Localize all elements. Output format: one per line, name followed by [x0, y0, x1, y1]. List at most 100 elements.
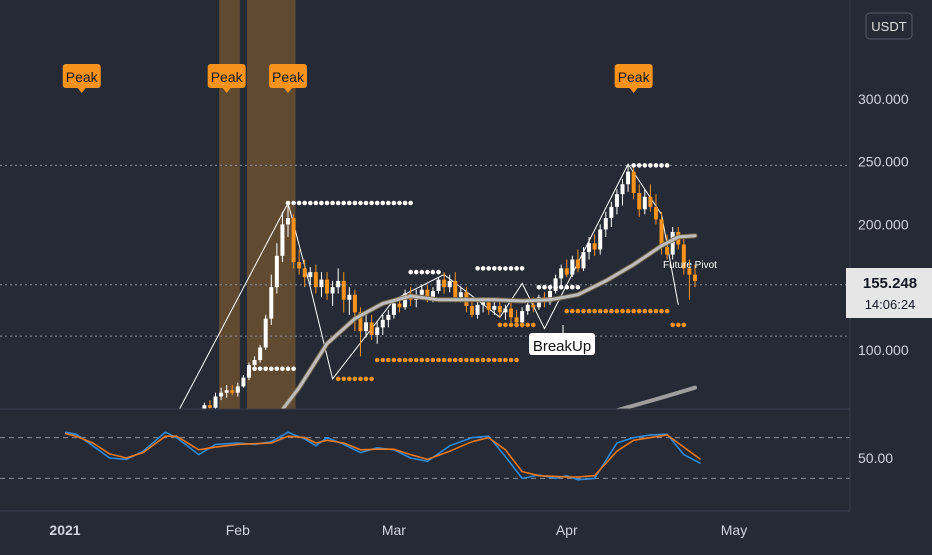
resistance-level-dot	[553, 284, 558, 290]
candle	[202, 402, 207, 409]
support-level-dot	[664, 308, 670, 314]
resistance-level-dot	[397, 200, 402, 206]
support-level-dot	[648, 308, 653, 314]
resistance-level-dot	[330, 200, 335, 206]
candle-body	[263, 318, 268, 348]
candle-body	[386, 314, 391, 320]
resistance-level-dot	[347, 200, 352, 206]
peak-label-box	[62, 64, 101, 88]
peak-label: Peak	[207, 64, 246, 93]
candle	[553, 274, 558, 294]
candle-body	[235, 386, 240, 393]
resistance-level-dot	[374, 200, 380, 206]
candle-body	[230, 390, 235, 393]
candle-body	[575, 259, 580, 269]
resistance-level-dot	[547, 284, 553, 290]
resistance-level-dot	[653, 163, 659, 168]
candle	[302, 259, 307, 288]
resistance-level-dot	[274, 366, 280, 372]
peak-label-text: Peak	[272, 69, 305, 85]
candle	[453, 272, 458, 303]
candle-body	[280, 224, 285, 256]
candle	[592, 234, 597, 256]
candle	[308, 267, 313, 285]
candle-body	[202, 405, 207, 409]
support-level-dot	[497, 357, 503, 363]
support-level-dot	[430, 357, 436, 363]
candle-body	[503, 308, 508, 313]
candle	[497, 299, 502, 318]
resistance-level-dot	[413, 269, 419, 275]
support-level-dot	[391, 357, 397, 363]
resistance-level-dot	[430, 269, 436, 275]
countdown-timer: 14:06:24	[865, 297, 916, 312]
support-level-dot	[620, 308, 625, 314]
last-price: 155.248	[863, 275, 917, 292]
resistance-level-dot	[508, 266, 514, 271]
candle-body	[626, 171, 631, 185]
candle	[475, 299, 480, 319]
candle	[313, 264, 318, 294]
resistance-level-dot	[386, 200, 391, 206]
support-level-dot	[659, 308, 664, 314]
peak-label-text: Peak	[66, 69, 99, 85]
support-level-dot	[514, 322, 519, 328]
breakup-label: BreakUp	[529, 325, 595, 355]
breakup-text: BreakUp	[533, 338, 591, 355]
resistance-level	[475, 266, 525, 271]
resistance-level-dot	[514, 266, 519, 271]
peak-label-pointer	[629, 88, 638, 93]
support-level-dot	[374, 357, 380, 363]
candle-body	[637, 193, 642, 210]
support-level-dot	[614, 308, 620, 314]
support-level-dot	[670, 322, 675, 328]
candle-body	[319, 279, 324, 288]
support-level-dot	[497, 322, 503, 328]
support-level-dot	[386, 357, 391, 363]
candle-body	[553, 278, 558, 291]
candle	[207, 400, 212, 409]
support-level-dot	[341, 376, 347, 382]
candle-body	[665, 247, 670, 255]
candle	[637, 184, 642, 217]
candle	[224, 385, 229, 398]
candle-body	[325, 279, 330, 294]
support-level-dot	[592, 308, 597, 314]
candle-body	[631, 171, 636, 193]
candle	[325, 272, 330, 300]
candle-body	[469, 306, 474, 315]
support-level	[670, 322, 687, 328]
time-tick-label: 2021	[49, 522, 80, 538]
support-level-dot	[653, 308, 659, 314]
resistance-level-dot	[408, 200, 413, 206]
candle	[330, 280, 335, 307]
candle-body	[447, 280, 452, 288]
currency-badge[interactable]: USDT	[865, 12, 913, 40]
candle-body	[497, 306, 502, 313]
candle	[269, 274, 274, 325]
resistance-level-dot	[631, 163, 636, 168]
price-tick-label: 300.000	[858, 91, 909, 107]
candle-body	[252, 360, 257, 366]
support-level-dot	[636, 308, 642, 314]
resistance-level-dot	[486, 266, 492, 271]
resistance-level-dot	[648, 163, 653, 168]
resistance-level-dot	[358, 200, 363, 206]
candle	[642, 189, 647, 215]
resistance-level-dot	[391, 200, 397, 206]
candle	[442, 272, 447, 294]
candle	[386, 309, 391, 328]
resistance-level-dot	[570, 284, 575, 290]
resistance-level-dot	[519, 266, 525, 271]
support-level-dot	[458, 357, 464, 363]
candle	[286, 203, 290, 237]
candle-body	[531, 304, 536, 308]
candle	[614, 189, 619, 215]
resistance-level-dot	[341, 200, 347, 206]
resistance-level-dot	[564, 284, 570, 290]
candle-body	[219, 392, 224, 397]
time-tick-label: Mar	[382, 522, 406, 538]
support-level-dot	[436, 357, 441, 363]
